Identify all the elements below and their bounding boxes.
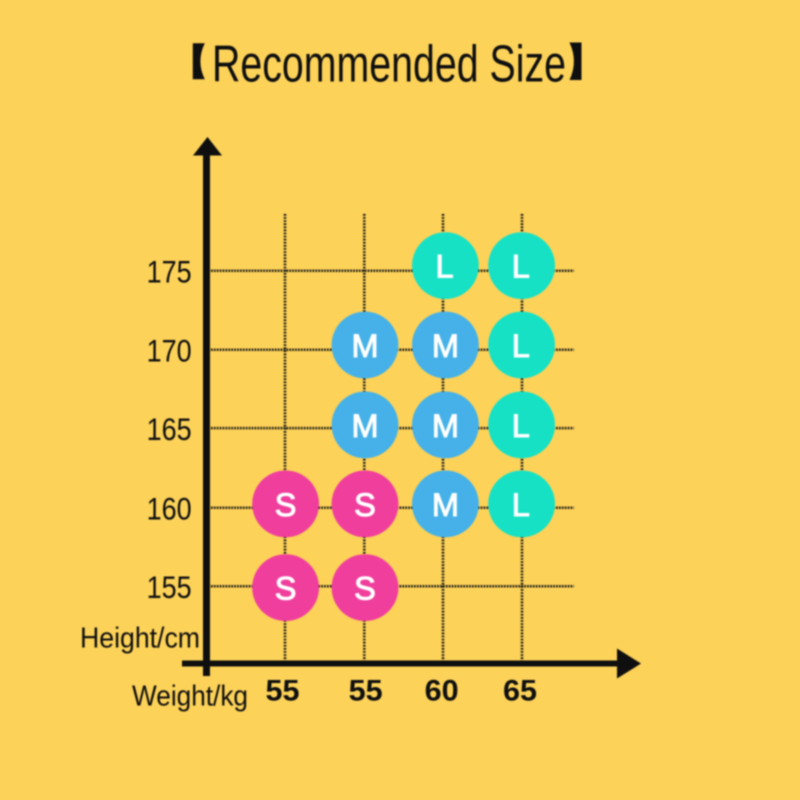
svg-text:65: 65 — [503, 675, 537, 708]
svg-text:S: S — [354, 487, 376, 523]
svg-text:55: 55 — [349, 675, 383, 708]
svg-text:M: M — [432, 487, 459, 523]
svg-text:160: 160 — [147, 491, 192, 527]
svg-text:Height/cm: Height/cm — [80, 623, 200, 655]
svg-text:Weight/kg: Weight/kg — [132, 681, 248, 713]
svg-text:170: 170 — [147, 333, 192, 369]
svg-text:155: 155 — [147, 569, 192, 605]
svg-text:Recommended Size: Recommended Size — [212, 36, 566, 94]
svg-text:M: M — [351, 408, 378, 444]
svg-text:L: L — [436, 249, 454, 285]
svg-text:S: S — [275, 571, 297, 607]
svg-text:60: 60 — [425, 675, 459, 708]
svg-text:L: L — [512, 487, 530, 523]
svg-text:L: L — [512, 249, 530, 285]
svg-text:175: 175 — [147, 254, 192, 290]
svg-text:M: M — [351, 328, 378, 364]
svg-text:165: 165 — [147, 411, 192, 447]
svg-text:L: L — [512, 328, 530, 364]
svg-text:M: M — [432, 328, 459, 364]
svg-text:S: S — [275, 487, 297, 523]
svg-text:M: M — [432, 408, 459, 444]
svg-text:L: L — [512, 408, 530, 444]
svg-text:S: S — [354, 571, 376, 607]
svg-text:55: 55 — [266, 675, 300, 708]
